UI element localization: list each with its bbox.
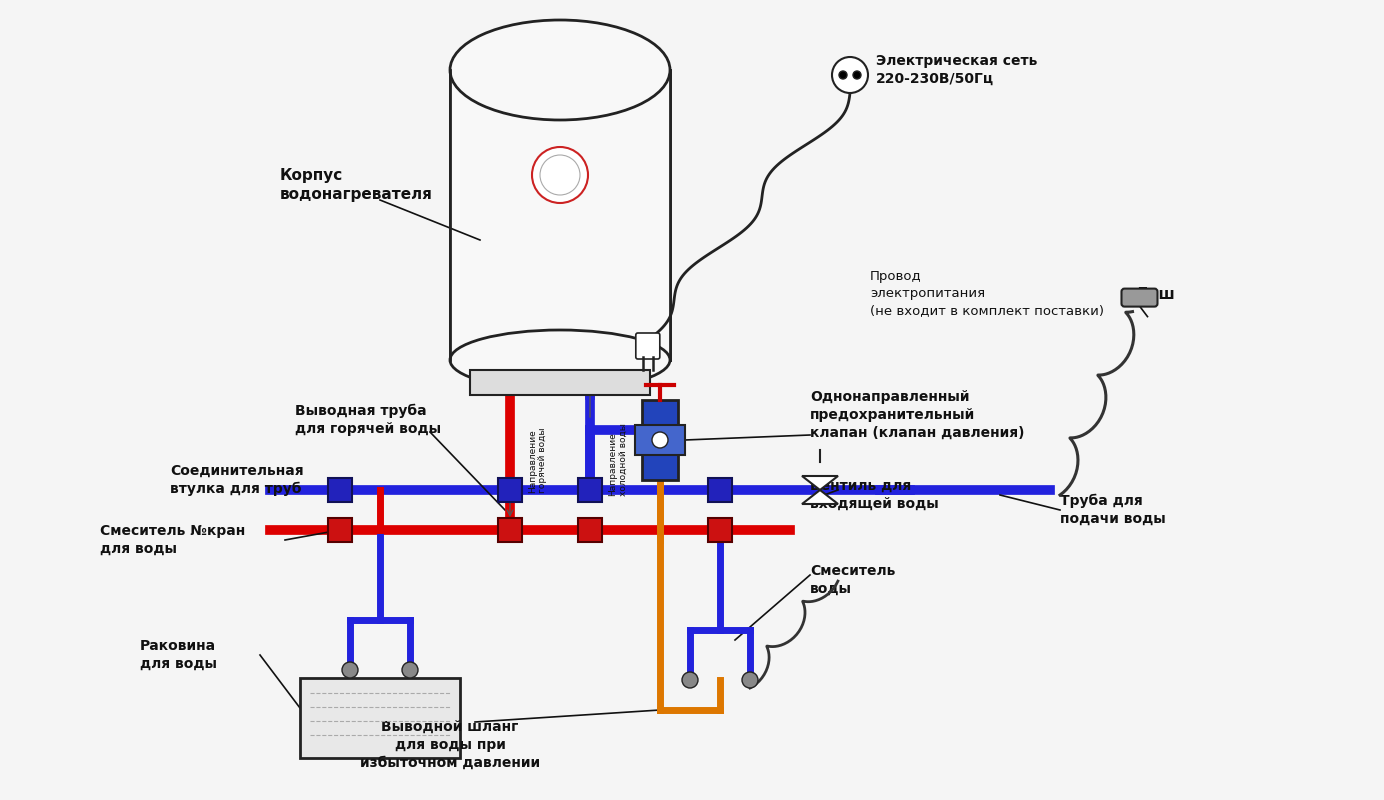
Circle shape [742, 672, 758, 688]
Ellipse shape [450, 20, 670, 120]
Bar [300, 678, 459, 758]
Text: Направление
холодной воды: Направление холодной воды [608, 423, 627, 497]
Circle shape [853, 71, 861, 79]
FancyBboxPatch shape [450, 70, 670, 360]
Text: Провод
электропитания
(не входит в комплект поставки): Провод электропитания (не входит в компл… [871, 270, 1104, 317]
Bar [635, 425, 685, 455]
Bar [471, 370, 650, 395]
Circle shape [682, 672, 698, 688]
Text: Однонаправленный
предохранительный
клапан (клапан давления): Однонаправленный предохранительный клапа… [810, 390, 1024, 440]
Ellipse shape [450, 330, 670, 390]
Text: Душ: Душ [1135, 287, 1175, 302]
Text: Смеситель
воды: Смеситель воды [810, 564, 895, 596]
Text: Выводная труба
для горячей воды: Выводная труба для горячей воды [295, 404, 441, 436]
Bar [709, 478, 732, 502]
FancyBboxPatch shape [635, 333, 660, 359]
Circle shape [540, 155, 580, 195]
Polygon shape [801, 476, 837, 490]
Text: Направление
горячей воды: Направление горячей воды [529, 427, 548, 493]
Text: Выводной шланг
для воды при
избыточном давлении: Выводной шланг для воды при избыточном д… [360, 720, 540, 770]
Bar [579, 518, 602, 542]
Bar [328, 478, 352, 502]
Circle shape [839, 71, 847, 79]
Circle shape [342, 662, 358, 678]
Circle shape [531, 147, 588, 203]
Text: Труба для
подачи воды: Труба для подачи воды [1060, 494, 1165, 526]
FancyBboxPatch shape [1121, 289, 1157, 306]
Circle shape [832, 57, 868, 93]
Bar [709, 518, 732, 542]
Text: Смеситель №кран
для воды: Смеситель №кран для воды [100, 524, 245, 556]
Circle shape [401, 662, 418, 678]
Text: Электрическая сеть
220-230В/50Гц: Электрическая сеть 220-230В/50Гц [876, 54, 1038, 86]
Bar [450, 70, 670, 360]
Bar [498, 518, 522, 542]
Bar [328, 518, 352, 542]
Bar [579, 478, 602, 502]
Bar [642, 400, 678, 480]
Text: Соединительная
втулка для труб: Соединительная втулка для труб [170, 464, 303, 496]
Polygon shape [801, 490, 837, 504]
Text: Вентиль для
входящей воды: Вентиль для входящей воды [810, 479, 938, 511]
Text: Раковина
для воды: Раковина для воды [140, 639, 217, 671]
Bar [498, 478, 522, 502]
Text: Корпус
водонагревателя: Корпус водонагревателя [280, 168, 433, 202]
Circle shape [652, 432, 668, 448]
